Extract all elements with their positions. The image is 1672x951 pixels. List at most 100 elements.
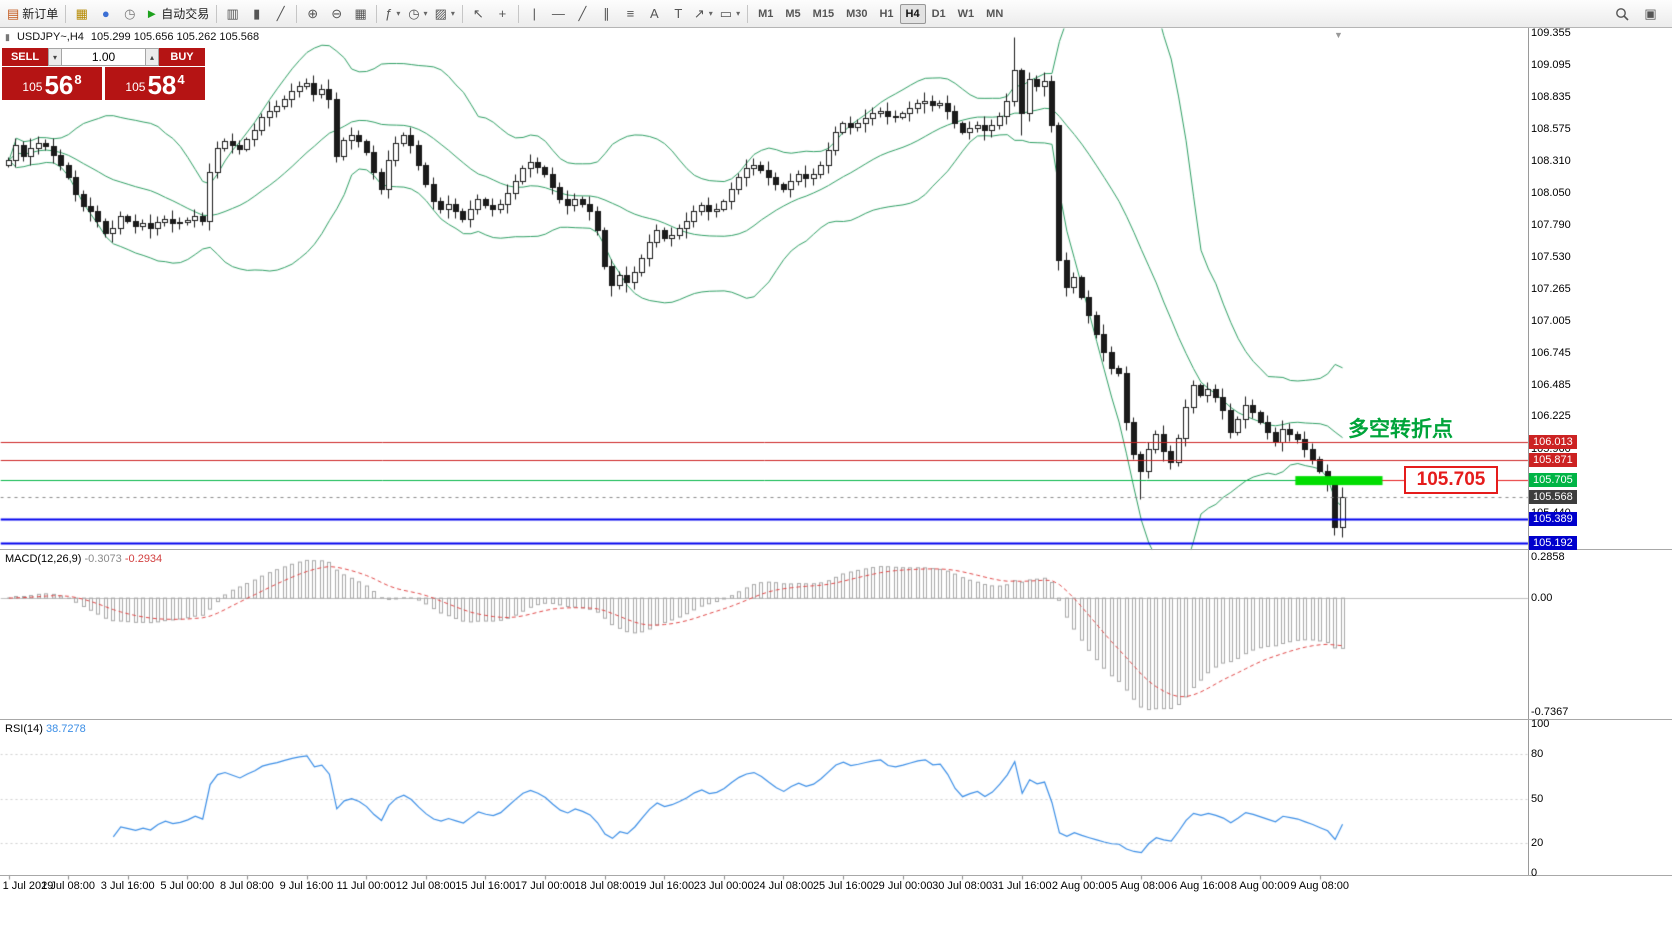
- candlestick-chart-icon: ▮: [253, 6, 261, 21]
- text-button[interactable]: A: [643, 3, 666, 25]
- arrows-button[interactable]: ↗ ▾: [691, 3, 716, 25]
- horizontal-line-icon: —: [551, 6, 565, 21]
- timeframe-h1[interactable]: H1: [879, 7, 894, 20]
- macd-axis-label: 0.00: [1531, 591, 1553, 604]
- zoom-out-button[interactable]: ⊖: [325, 3, 348, 25]
- price-axis-border: [1528, 28, 1529, 875]
- scroll-to-end-marker[interactable]: ▼: [1334, 30, 1343, 40]
- rsi-label: RSI(14) 38.7278: [5, 723, 86, 735]
- rsi-axis-label: 80: [1531, 747, 1544, 760]
- bar-chart-icon: ▥: [226, 6, 239, 21]
- fibonacci-button[interactable]: ≡: [619, 3, 642, 25]
- trendline-button[interactable]: ╱: [571, 3, 594, 25]
- time-axis-label: 9 Aug 08:00: [1290, 880, 1350, 892]
- candle-chart-type-button[interactable]: ▮: [245, 3, 268, 25]
- price-axis-label: 109.355: [1531, 27, 1571, 39]
- price-level-label: 105.705: [1529, 473, 1577, 488]
- channel-button[interactable]: ∥: [595, 3, 618, 25]
- cursor-icon: ↖: [472, 6, 484, 21]
- market-watch-button[interactable]: ●: [94, 3, 117, 25]
- macd-signal-value: -0.2934: [124, 553, 163, 565]
- symbol-period-label: USDJPY~,H4: [16, 31, 84, 43]
- time-axis-label: 31 Jul 16:00: [991, 880, 1052, 892]
- label-button[interactable]: T: [667, 3, 690, 25]
- shapes-button[interactable]: ▭ ▾: [717, 3, 743, 25]
- chat-icon: ▣: [1644, 6, 1657, 21]
- cursor-button[interactable]: ↖: [467, 3, 490, 25]
- timeframe-h4[interactable]: H4: [899, 3, 926, 24]
- toolbar-separator: [65, 4, 67, 23]
- templates-icon: ▨: [434, 6, 447, 21]
- price-callout-box[interactable]: 105.705: [1404, 466, 1498, 494]
- line-chart-type-button[interactable]: ╱: [269, 3, 292, 25]
- tile-windows-button[interactable]: ▦: [349, 3, 372, 25]
- price-axis-label: 108.310: [1531, 155, 1571, 167]
- vertical-line-icon: |: [532, 6, 537, 21]
- time-axis-separator: [0, 875, 1672, 876]
- time-axis-label: 5 Aug 08:00: [1111, 880, 1171, 892]
- timeframe-mn[interactable]: MN: [986, 7, 1004, 20]
- time-axis-label: 29 Jul 00:00: [872, 880, 933, 892]
- sell-price-prefix: 105: [22, 80, 43, 94]
- new-order-icon: ▤: [7, 6, 20, 21]
- timeframe-m15[interactable]: M15: [812, 7, 835, 20]
- vertical-line-button[interactable]: |: [523, 3, 546, 25]
- period-button[interactable]: ◷ ▾: [405, 3, 430, 25]
- price-axis-label: 107.005: [1531, 314, 1571, 327]
- rsi-value: 38.7278: [45, 723, 86, 735]
- time-axis-label: 11 Jul 00:00: [336, 880, 396, 892]
- sell-button[interactable]: SELL: [2, 48, 48, 66]
- charts-button[interactable]: ▦: [70, 3, 93, 25]
- time-axis-label: 9 Jul 16:00: [279, 880, 334, 892]
- search-button[interactable]: [1610, 3, 1633, 25]
- macd-axis-label: -0.7367: [1531, 706, 1569, 718]
- sell-price-button[interactable]: 105 56 8: [2, 67, 102, 100]
- zoom-out-icon: ⊖: [331, 6, 343, 21]
- toolbar-right-group: ▣: [1610, 3, 1668, 25]
- timeframe-m30[interactable]: M30: [846, 7, 868, 20]
- horizontal-line-button[interactable]: —: [547, 3, 570, 25]
- amount-input[interactable]: 1.00: [62, 48, 145, 66]
- chart-canvas[interactable]: [0, 28, 1672, 951]
- trendline-icon: ╱: [578, 6, 587, 21]
- macd-panel-separator[interactable]: [0, 549, 1672, 550]
- autotrade-button[interactable]: ► 自动交易: [142, 3, 212, 25]
- annotation-text[interactable]: 多空转折点: [1348, 418, 1453, 441]
- templates-button[interactable]: ▨ ▾: [432, 3, 458, 25]
- autotrade-icon: ►: [145, 6, 159, 21]
- one-click-trading-panel: SELL ▾ 1.00 ▴ BUY 105 56 8 105 58 4: [2, 48, 205, 100]
- amount-increase-button[interactable]: ▴: [145, 48, 159, 66]
- rsi-axis-label: 50: [1531, 792, 1544, 805]
- buy-price-button[interactable]: 105 58 4: [105, 67, 205, 100]
- timeframe-m1[interactable]: M1: [758, 7, 774, 20]
- amount-decrease-button[interactable]: ▾: [48, 48, 62, 66]
- text-icon: A: [650, 6, 659, 21]
- time-axis-label: 8 Aug 00:00: [1230, 880, 1290, 892]
- timeframe-group: M1 M5 M15 M30 H1 H4 D1 W1 MN: [752, 3, 1009, 24]
- buy-price-point: 4: [177, 72, 185, 87]
- zoom-in-button[interactable]: ⊕: [301, 3, 324, 25]
- timeframe-m5[interactable]: M5: [785, 7, 801, 20]
- timeframe-w1[interactable]: W1: [957, 7, 975, 20]
- new-order-button[interactable]: ▤ 新订单: [4, 3, 61, 25]
- time-axis-label: 6 Aug 16:00: [1171, 880, 1230, 892]
- terminal-button[interactable]: ◷: [118, 3, 141, 25]
- bar-chart-type-button[interactable]: ▥: [221, 3, 244, 25]
- buy-price-pips: 58: [147, 70, 177, 100]
- toolbar-separator: [747, 4, 749, 23]
- price-axis-label: 106.225: [1531, 410, 1571, 423]
- zoom-in-icon: ⊕: [307, 6, 319, 21]
- price-level-label: 106.013: [1529, 435, 1577, 450]
- indicators-button[interactable]: ƒ ▾: [381, 3, 404, 25]
- macd-axis-label: 0.2858: [1531, 551, 1565, 563]
- time-axis-label: 1 Jul 2019: [2, 880, 54, 892]
- toolbar-separator: [376, 4, 378, 23]
- time-axis-label: 30 Jul 08:00: [932, 880, 993, 892]
- price-axis-label: 108.575: [1531, 122, 1571, 135]
- buy-button[interactable]: BUY: [159, 48, 205, 66]
- timeframe-d1[interactable]: D1: [931, 7, 946, 20]
- toolbar-separator: [216, 4, 218, 23]
- rsi-panel-separator[interactable]: [0, 719, 1672, 720]
- chat-button[interactable]: ▣: [1639, 3, 1662, 25]
- crosshair-button[interactable]: +: [491, 3, 514, 25]
